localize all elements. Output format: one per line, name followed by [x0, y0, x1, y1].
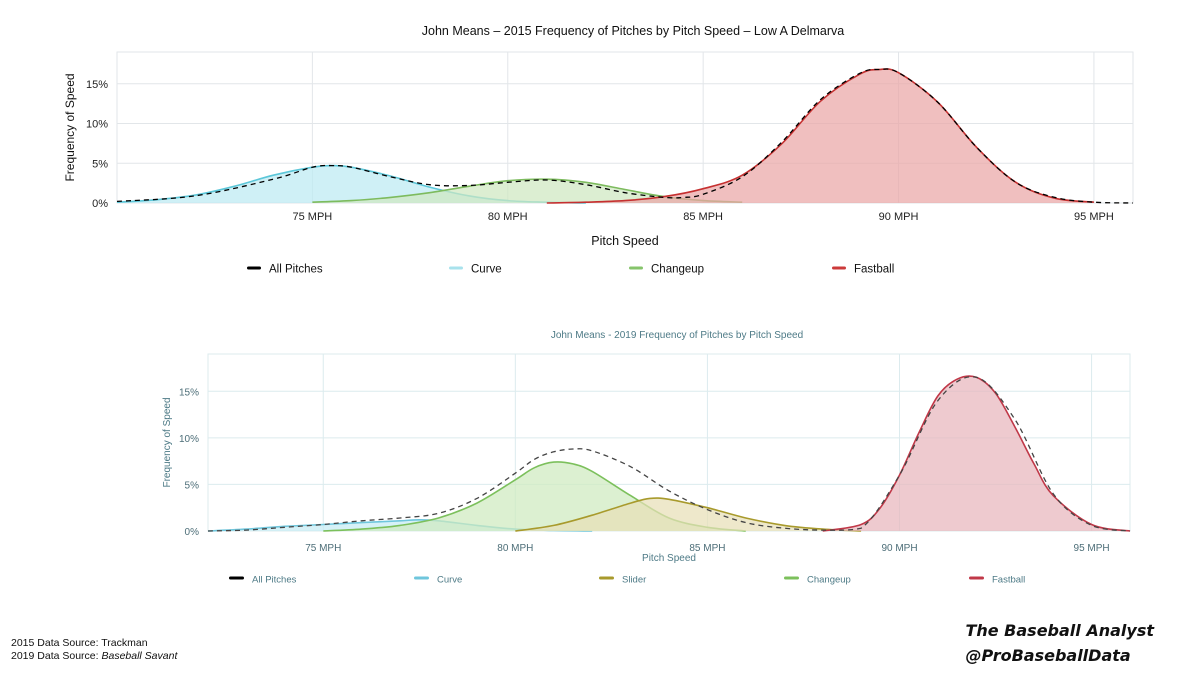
series-area-curve: [117, 165, 586, 203]
y-tick-label: 0%: [185, 527, 200, 538]
y-tick-label: 15%: [86, 79, 108, 91]
x-tick-label: 80 MPH: [497, 543, 533, 554]
y-axis-label: Frequency of Speed: [162, 397, 173, 487]
source-2019: 2019 Data Source: Baseball Savant: [11, 650, 177, 663]
x-tick-label: 90 MPH: [879, 211, 919, 223]
series-line-all-pitches: [116, 68, 1134, 204]
data-sources: 2015 Data Source: Trackman 2019 Data Sou…: [11, 637, 177, 662]
source-2015: 2015 Data Source: Trackman: [11, 637, 148, 649]
series-area-slider: [515, 498, 862, 531]
legend-swatch: [229, 576, 244, 580]
y-axis-label: Frequency of Speed: [63, 73, 77, 181]
series-area-fastball: [822, 376, 1130, 531]
legend-label: All Pitches: [252, 575, 297, 586]
x-tick-label: 80 MPH: [488, 211, 528, 223]
x-axis-label: Pitch Speed: [642, 553, 696, 564]
legend-swatch: [784, 576, 799, 580]
legend-swatch: [629, 266, 643, 270]
source-2019-prefix: 2019 Data Source:: [11, 649, 102, 662]
legend-label: Slider: [622, 575, 646, 586]
series-area-changeup: [312, 179, 743, 203]
legend-label: Curve: [437, 575, 462, 586]
chart-title: John Means - 2019 Frequency of Pitches b…: [551, 330, 803, 341]
x-tick-label: 95 MPH: [1074, 211, 1114, 223]
legend-swatch: [599, 576, 614, 580]
series-line-fastball: [822, 375, 1131, 532]
x-tick-label: 90 MPH: [881, 543, 917, 554]
legend-swatch: [832, 266, 846, 270]
legend-label: Curve: [471, 264, 502, 276]
y-tick-label: 5%: [185, 480, 200, 491]
source-2019-name: Baseball Savant: [101, 649, 178, 662]
x-tick-label: 85 MPH: [689, 543, 725, 554]
y-tick-label: 0%: [92, 198, 108, 210]
series-line-fastball: [546, 68, 1094, 204]
x-tick-label: 75 MPH: [293, 211, 333, 223]
y-tick-label: 15%: [179, 387, 199, 398]
chart-title: John Means – 2015 Frequency of Pitches b…: [422, 24, 845, 38]
chart-2: 0% 5% 10% 15% 75 MPH 80 MPH 85 MPH 90 MPH 95 MPH…: [162, 330, 1131, 586]
legend-label: Fastball: [992, 575, 1025, 586]
brand-name: The Baseball Analyst: [965, 621, 1154, 640]
legend: All Pitches Curve Changeup Fastball: [247, 264, 894, 276]
branding: The Baseball Analyst @ProBaseballData: [965, 618, 1154, 668]
legend-label: Fastball: [854, 264, 894, 276]
legend-swatch: [247, 266, 261, 270]
legend-swatch: [449, 266, 463, 270]
chart-1: 0% 5% 10% 15% 75 MPH 80 MPH 85 MPH 90 MPH 95 MPH…: [63, 24, 1134, 276]
legend-label: All Pitches: [269, 264, 323, 276]
legend-swatch: [414, 576, 429, 580]
x-axis-label: Pitch Speed: [591, 234, 658, 248]
brand-handle: @ProBaseballData: [965, 646, 1131, 665]
y-tick-label: 10%: [179, 434, 199, 445]
series-line-slider: [515, 497, 862, 532]
x-tick-label: 95 MPH: [1074, 543, 1110, 554]
legend: All Pitches Curve Slider Changeup Fastball: [229, 575, 1025, 586]
legend-label: Changeup: [651, 264, 704, 276]
x-tick-label: 75 MPH: [305, 543, 341, 554]
y-tick-label: 5%: [92, 158, 108, 170]
series-area-fastball: [546, 68, 1094, 203]
x-tick-label: 85 MPH: [683, 211, 723, 223]
series-line-all-pitches: [207, 376, 1131, 532]
legend-swatch: [969, 576, 984, 580]
legend-label: Changeup: [807, 575, 851, 586]
y-tick-label: 10%: [86, 119, 108, 131]
